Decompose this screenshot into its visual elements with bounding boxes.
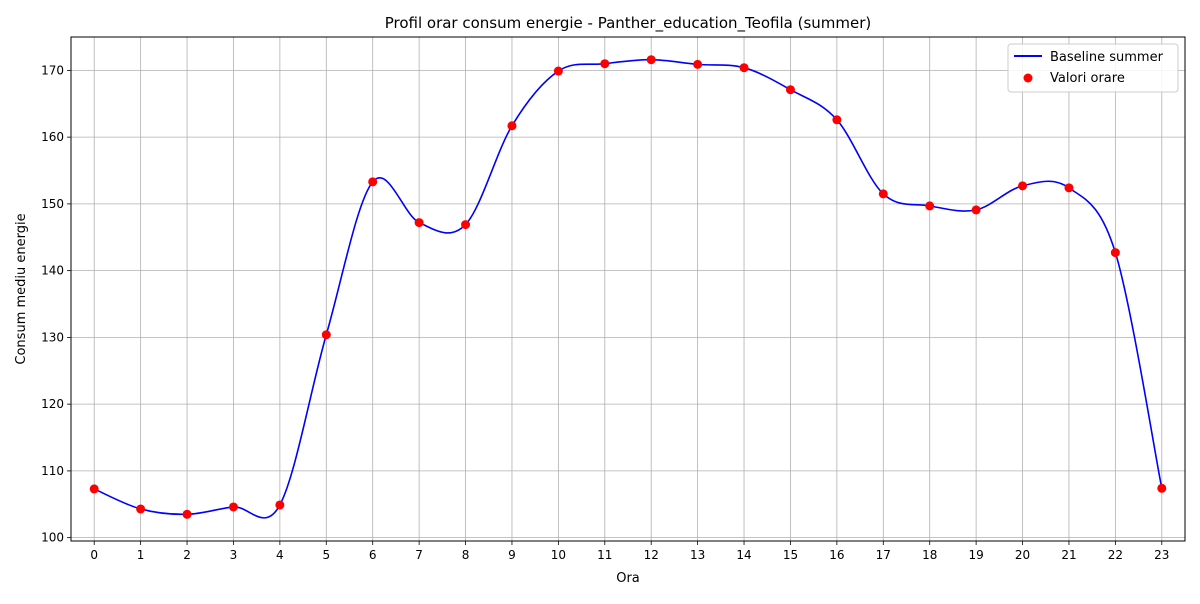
y-tick-label: 150	[41, 197, 64, 211]
x-tick-label: 7	[415, 548, 423, 562]
x-tick-label: 17	[876, 548, 891, 562]
x-tick-label: 10	[551, 548, 566, 562]
x-tick-label: 12	[644, 548, 659, 562]
x-tick-label: 15	[783, 548, 798, 562]
hourly-value-point	[878, 189, 888, 199]
y-tick-label: 140	[41, 264, 64, 278]
legend-label-hourly-values: Valori orare	[1050, 71, 1125, 86]
hourly-value-point	[368, 177, 378, 187]
legend-box	[1007, 43, 1179, 93]
hourly-value-point	[600, 59, 610, 69]
hourly-value-point	[971, 205, 981, 215]
hourly-value-point	[136, 504, 146, 514]
legend: Baseline summer Valori orare	[1007, 43, 1179, 93]
x-tick-label: 19	[968, 548, 983, 562]
x-tick-label: 0	[90, 548, 98, 562]
chart-title: Profil orar consum energie - Panther_edu…	[385, 14, 872, 33]
x-tick-label: 4	[276, 548, 284, 562]
x-axis-label: Ora	[616, 571, 640, 586]
x-tick-label: 16	[829, 548, 844, 562]
hourly-value-point	[507, 121, 517, 131]
grid-lines	[71, 37, 1185, 541]
y-tick-label: 170	[41, 63, 64, 77]
x-tick-label: 1	[137, 548, 145, 562]
y-tick-label: 120	[41, 397, 64, 411]
hourly-value-point	[321, 330, 331, 340]
hourly-value-point	[182, 509, 192, 519]
hourly-value-point	[785, 85, 795, 95]
hourly-value-point	[414, 218, 424, 228]
hourly-value-point	[553, 66, 563, 76]
hourly-value-point	[89, 484, 99, 494]
x-tick-label: 2	[183, 548, 191, 562]
x-tick-label: 14	[736, 548, 751, 562]
x-tick-label: 20	[1015, 548, 1030, 562]
y-tick-label: 160	[41, 130, 64, 144]
hourly-value-point	[228, 502, 238, 512]
x-tick-label: 5	[322, 548, 330, 562]
legend-label-baseline: Baseline summer	[1050, 50, 1164, 65]
hourly-value-point	[925, 201, 935, 211]
x-tick-label: 22	[1108, 548, 1123, 562]
axes: 0 1 2 3 4 5 6 7 8 9 10 11 12 13 14 15 16 17 18 19 20 21 22 2310…	[41, 63, 1169, 562]
hourly-value-point	[1110, 248, 1120, 258]
hourly-value-point	[693, 59, 703, 69]
x-tick-label: 8	[462, 548, 470, 562]
baseline-series-line	[93, 58, 1163, 519]
y-tick-label: 110	[41, 464, 64, 478]
y-tick-label: 100	[41, 531, 64, 545]
hourly-value-point	[461, 220, 471, 230]
hourly-value-point	[646, 55, 656, 65]
x-tick-label: 13	[690, 548, 705, 562]
hourly-value-point	[1064, 183, 1074, 193]
plot-area-frame	[70, 36, 1186, 542]
hourly-value-point	[739, 63, 749, 73]
x-tick-label: 6	[369, 548, 377, 562]
series-layer	[89, 55, 1167, 519]
hourly-value-point	[1018, 181, 1028, 191]
y-tick-label: 130	[41, 330, 64, 344]
x-tick-label: 3	[230, 548, 238, 562]
hourly-value-point	[832, 115, 842, 125]
x-tick-label: 11	[597, 548, 612, 562]
x-tick-label: 9	[508, 548, 516, 562]
legend-marker-swatch	[1023, 73, 1033, 83]
hourly-value-point	[1157, 483, 1167, 493]
x-tick-label: 18	[922, 548, 937, 562]
hourly-value-point	[275, 500, 285, 510]
y-axis-label: Consum mediu energie	[14, 213, 29, 364]
x-tick-label: 21	[1061, 548, 1076, 562]
x-tick-label: 23	[1154, 548, 1169, 562]
